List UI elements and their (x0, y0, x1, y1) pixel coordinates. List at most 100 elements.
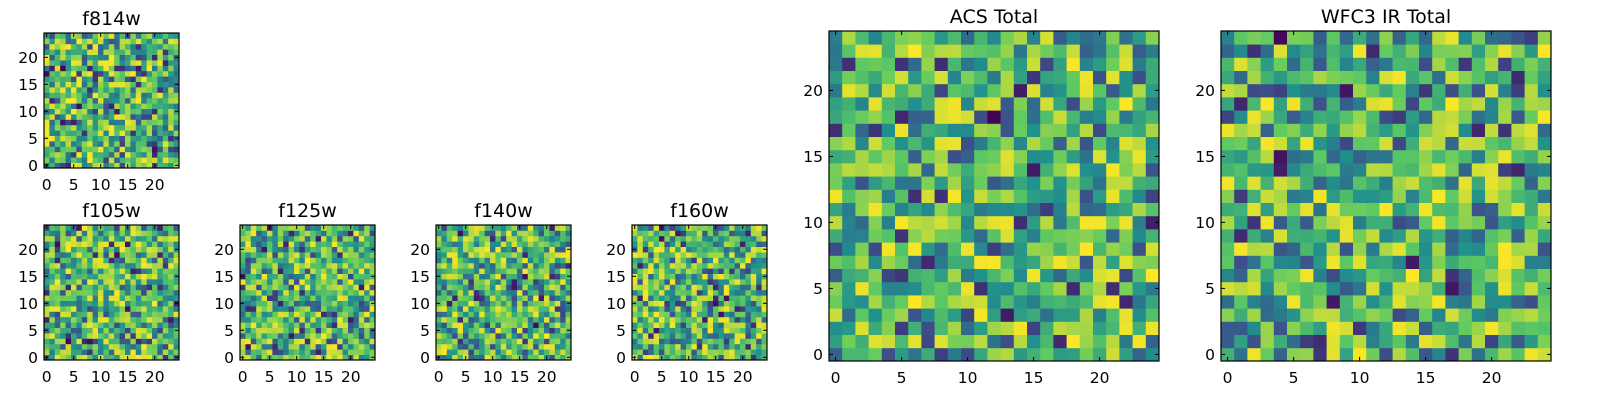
heatmap-cell (554, 241, 561, 247)
heatmap-cell (353, 241, 360, 247)
heatmap-cell (119, 65, 126, 72)
heatmap-cell (1145, 110, 1160, 124)
heatmap-cell (522, 311, 529, 318)
heatmap-cell (125, 343, 131, 350)
heatmap-cell (691, 273, 698, 280)
heatmap-cell (855, 110, 869, 124)
heatmap-cell (162, 103, 169, 109)
heatmap-cell (54, 246, 61, 253)
heatmap-cell (119, 268, 126, 274)
heatmap-cell (71, 70, 77, 77)
heatmap-cell (1234, 295, 1248, 309)
heatmap-cell (511, 225, 518, 231)
heatmap-cell (304, 311, 311, 318)
y-tick-label: 15 (606, 268, 626, 286)
heatmap-cell (1445, 268, 1459, 283)
heatmap-cell (168, 338, 174, 345)
heatmap-cell (653, 235, 660, 242)
heatmap-cell (277, 343, 284, 350)
heatmap-cell (756, 279, 762, 285)
heatmap-cell (511, 311, 518, 318)
heatmap-cell (1498, 31, 1512, 45)
heatmap-cell (490, 235, 496, 242)
heatmap-cell (87, 38, 93, 45)
heatmap-cell (125, 306, 131, 312)
heatmap-cell (1234, 44, 1248, 58)
heatmap-cell (114, 33, 120, 39)
heatmap-cell (114, 124, 120, 131)
heatmap-cell (44, 230, 50, 237)
heatmap-cell (54, 130, 61, 136)
heatmap-cell (745, 241, 752, 247)
heatmap-cell (842, 57, 856, 71)
heatmap-cell (103, 268, 110, 274)
heatmap-cell (114, 97, 120, 104)
heatmap-cell (98, 333, 104, 339)
heatmap-cell (49, 60, 56, 66)
heatmap-cell (484, 322, 491, 328)
heatmap-cell (173, 311, 180, 318)
heatmap-cell (277, 262, 284, 269)
heatmap-cell (364, 257, 370, 264)
heatmap-cell (135, 225, 142, 231)
heatmap-cell (1366, 242, 1380, 256)
heatmap-cell (315, 300, 322, 307)
heatmap-cell (1260, 110, 1275, 124)
heatmap-cell (961, 163, 975, 177)
heatmap-cell (71, 246, 77, 253)
heatmap-cell (261, 225, 268, 231)
heatmap-cell (723, 333, 730, 339)
heatmap-cell (135, 338, 142, 345)
heatmap-cell (473, 295, 480, 301)
heatmap-cell (98, 273, 104, 280)
heatmap-cell (881, 202, 896, 217)
heatmap-cell (707, 327, 714, 334)
heatmap-cell (304, 252, 311, 258)
heatmap-cell (484, 284, 491, 291)
heatmap-cell (299, 257, 306, 264)
heatmap-cell (452, 306, 458, 312)
heatmap-cell (538, 327, 545, 334)
heatmap-cell (527, 273, 534, 280)
heatmap-cell (560, 300, 566, 307)
heatmap-cell (119, 108, 126, 115)
heatmap-cell (245, 327, 252, 334)
heatmap-cell (653, 338, 660, 345)
heatmap-cell (152, 70, 158, 77)
heatmap-cell (538, 300, 545, 307)
heatmap-cell (364, 333, 370, 339)
heatmap-cell (1079, 44, 1094, 58)
x-tick-label: 5 (657, 368, 667, 386)
heatmap-cell (168, 114, 174, 120)
heatmap-cell (506, 262, 512, 269)
heatmap-cell (565, 316, 572, 323)
heatmap-cell (533, 241, 539, 247)
heatmap-cell (130, 306, 137, 312)
heatmap-cell (1300, 70, 1314, 85)
heatmap-cell (108, 284, 115, 291)
heatmap-cell (141, 114, 147, 120)
heatmap-cell (761, 262, 768, 269)
heatmap-cell (125, 316, 131, 323)
heatmap-cell (855, 308, 869, 322)
heatmap-cell (65, 76, 72, 82)
heatmap-cell (756, 349, 762, 355)
heatmap-cell (675, 338, 681, 345)
heatmap-cell (71, 322, 77, 328)
heatmap-cell (691, 284, 698, 291)
heatmap-cell (103, 343, 110, 350)
heatmap-cell (71, 114, 77, 120)
heatmap-cell (527, 284, 534, 291)
heatmap-cell (829, 149, 843, 164)
heatmap-cell (49, 257, 56, 264)
heatmap-cell (119, 235, 126, 242)
heatmap-cell (713, 268, 719, 274)
heatmap-cell (1287, 202, 1301, 217)
heatmap-cell (60, 241, 66, 247)
heatmap-cell (240, 279, 246, 285)
heatmap-cell (1247, 136, 1261, 151)
heatmap-cell (987, 163, 1001, 177)
heatmap-cell (315, 349, 322, 355)
heatmap-cell (65, 49, 72, 55)
heatmap-cell (1013, 123, 1028, 137)
